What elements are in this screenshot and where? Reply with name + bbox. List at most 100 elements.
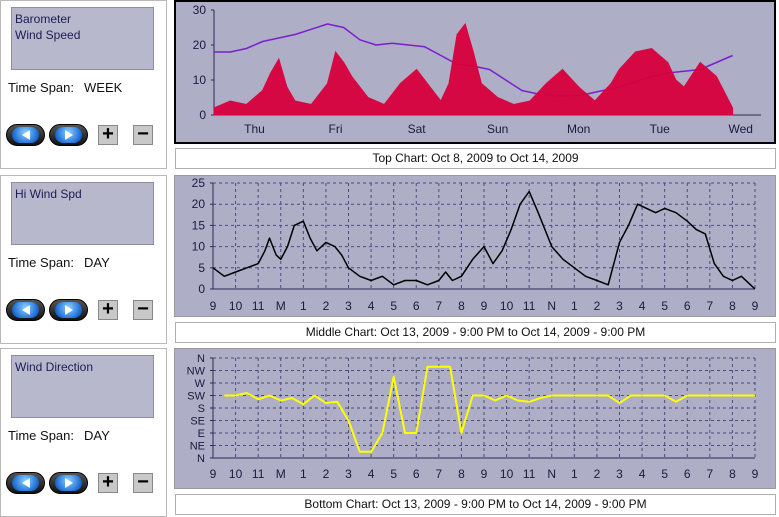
time-span-top: Time Span: WEEK xyxy=(8,80,122,95)
x-tick-label: 4 xyxy=(368,299,375,313)
y-tick-label: 10 xyxy=(193,73,207,87)
x-tick-label: 3 xyxy=(616,299,623,313)
x-tick-label: 10 xyxy=(500,467,514,481)
time-span-value[interactable]: DAY xyxy=(84,255,110,270)
right-arrow-icon xyxy=(55,127,82,143)
x-tick-label: 6 xyxy=(413,299,420,313)
forward-button[interactable] xyxy=(49,299,88,321)
y-tick-label: 25 xyxy=(192,176,206,190)
series-list-item[interactable]: Wind Direction xyxy=(15,360,94,374)
y-tick-label: 5 xyxy=(198,261,205,275)
zoom-in-button[interactable]: + xyxy=(98,124,118,145)
y-tick-label: 20 xyxy=(192,197,206,211)
y-tick-label: 15 xyxy=(192,218,206,232)
y-tick-label: E xyxy=(198,428,205,440)
time-span-middle: Time Span: DAY xyxy=(8,255,110,270)
back-button[interactable] xyxy=(6,124,45,146)
x-tick-label: 4 xyxy=(368,467,375,481)
y-tick-label: NE xyxy=(190,441,205,453)
x-tick-label: 1 xyxy=(300,299,307,313)
right-arrow-icon xyxy=(55,475,82,491)
x-tick-label: 11 xyxy=(523,467,536,481)
series-wind-speed xyxy=(213,22,734,116)
y-tick-label: SW xyxy=(187,391,205,403)
y-tick-label: N xyxy=(197,353,205,365)
control-panel-top: Barometer Wind Speed Time Span: WEEK + − xyxy=(0,0,167,169)
x-tick-label: 6 xyxy=(684,299,691,313)
forward-button[interactable] xyxy=(49,124,88,146)
control-panel-bottom: Wind Direction Time Span: DAY + − xyxy=(0,348,167,517)
x-tick-label: 2 xyxy=(323,299,330,313)
x-tick-label: Mon xyxy=(567,122,590,136)
x-tick-label: 4 xyxy=(639,299,646,313)
zoom-out-button[interactable]: − xyxy=(133,299,153,320)
x-tick-label: 9 xyxy=(481,467,488,481)
time-span-bottom: Time Span: DAY xyxy=(8,428,110,443)
bottom-chart[interactable]: N NE E SE S SW W NW N 9 10 11 M 1 2 3 4 5 6 7 8 9 10 11 N 1 2 3 4 5 6 7… xyxy=(174,348,776,489)
x-tick-label: 2 xyxy=(323,467,330,481)
x-tick-label: 2 xyxy=(594,467,601,481)
middle-chart-caption: Middle Chart: Oct 13, 2009 - 9:00 PM to … xyxy=(175,322,776,343)
x-tick-label: 8 xyxy=(458,467,465,481)
x-tick-label: Fri xyxy=(329,122,343,136)
back-button[interactable] xyxy=(6,472,45,494)
x-tick-label: 9 xyxy=(752,467,759,481)
x-tick-label: 9 xyxy=(210,299,217,313)
series-list-bottom[interactable]: Wind Direction xyxy=(11,355,154,418)
y-tick-label: 10 xyxy=(192,240,206,254)
zoom-in-button[interactable]: + xyxy=(98,472,118,493)
forward-button[interactable] xyxy=(49,472,88,494)
time-span-label: Time Span: xyxy=(8,255,74,270)
y-tick-label: N xyxy=(197,453,205,465)
middle-chart[interactable]: 0 5 10 15 20 25 9 10 11 M 1 2 3 4 5 6 7 8 9 10 11 N 1 2 3 4 5 6 7 8 9 xyxy=(174,175,776,317)
zoom-out-button[interactable]: − xyxy=(133,472,153,493)
top-chart[interactable]: 0 10 20 30 Thu Fri Sat Sun Mon Tue Wed xyxy=(174,0,776,144)
x-tick-label: 6 xyxy=(413,467,420,481)
y-tick-label: NW xyxy=(187,366,206,378)
top-chart-svg: 0 10 20 30 Thu Fri Sat Sun Mon Tue Wed xyxy=(193,3,761,136)
series-list-item[interactable]: Hi Wind Spd xyxy=(15,187,82,201)
x-tick-label: 8 xyxy=(458,299,465,313)
time-span-value[interactable]: DAY xyxy=(84,428,110,443)
x-tick-label: N xyxy=(547,299,556,313)
x-tick-label: 3 xyxy=(345,299,352,313)
y-tick-label: S xyxy=(198,403,205,415)
x-tick-label: Tue xyxy=(650,122,671,136)
left-arrow-icon xyxy=(12,475,39,491)
series-list-middle[interactable]: Hi Wind Spd xyxy=(11,182,154,245)
x-tick-label: Wed xyxy=(729,122,753,136)
y-tick-label: 30 xyxy=(193,3,207,17)
x-tick-label: 2 xyxy=(594,299,601,313)
x-tick-label: 8 xyxy=(729,299,736,313)
series-list-item[interactable]: Wind Speed xyxy=(15,28,81,42)
y-tick-label: 0 xyxy=(199,108,206,122)
back-button[interactable] xyxy=(6,299,45,321)
x-tick-label: Sun xyxy=(487,122,508,136)
y-tick-label: W xyxy=(195,378,206,390)
control-panel-middle: Hi Wind Spd Time Span: DAY + − xyxy=(0,175,167,344)
time-span-value[interactable]: WEEK xyxy=(84,80,123,95)
x-tick-label: 5 xyxy=(390,299,397,313)
zoom-in-button[interactable]: + xyxy=(98,299,118,320)
x-tick-label: 1 xyxy=(300,467,307,481)
zoom-out-button[interactable]: − xyxy=(133,124,153,145)
x-tick-label: 11 xyxy=(523,299,536,313)
x-tick-label: 11 xyxy=(252,299,265,313)
x-tick-label: M xyxy=(276,467,286,481)
x-tick-label: 7 xyxy=(706,299,713,313)
time-span-label: Time Span: xyxy=(8,80,74,95)
y-tick-label: 0 xyxy=(198,282,205,296)
x-tick-label: N xyxy=(547,467,556,481)
x-tick-label: 10 xyxy=(229,467,243,481)
x-tick-label: 4 xyxy=(639,467,646,481)
y-tick-label: 20 xyxy=(193,38,207,52)
series-list-top[interactable]: Barometer Wind Speed xyxy=(11,7,154,70)
x-tick-label: Sat xyxy=(408,122,427,136)
x-tick-label: 11 xyxy=(252,467,265,481)
right-arrow-icon xyxy=(55,302,82,318)
x-tick-label: 8 xyxy=(729,467,736,481)
x-tick-label: 5 xyxy=(661,467,668,481)
top-chart-caption: Top Chart: Oct 8, 2009 to Oct 14, 2009 xyxy=(175,148,776,169)
series-list-item[interactable]: Barometer xyxy=(15,12,72,26)
